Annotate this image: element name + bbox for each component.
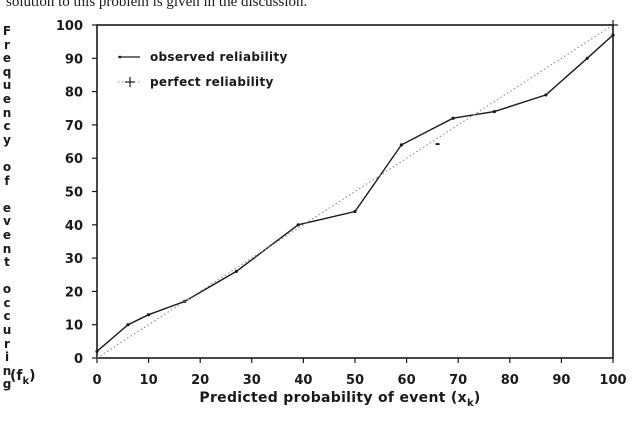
observed-point [451,116,455,120]
x-tick-label: 10 [140,373,158,388]
annotation-mark: - [435,137,440,152]
observed-point [147,313,151,317]
y-tick-label: 30 [65,252,83,267]
y-tick-label: 20 [65,285,83,300]
observed-point [353,209,357,214]
y-axis-label-char: i [4,350,10,365]
legend-perfect-label: perfect reliability [150,75,274,89]
x-tick-label: 60 [398,373,416,388]
y-axis-label-char: e [2,227,12,242]
x-tick-label: 90 [552,373,570,388]
y-tick-label: 80 [65,86,83,101]
x-tick-label: 50 [346,373,364,388]
y-axis-label-char: e [2,51,12,66]
y-axis-label-char: u [2,78,12,93]
y-axis-label-char: n [2,241,12,256]
legend-observed-swatch-dot [118,55,122,59]
observed-point [544,93,548,97]
observed-point [296,223,300,227]
y-tick-label: 50 [65,186,83,201]
y-axis-label-char: t [4,255,10,270]
y-tick-label: 60 [65,152,83,167]
y-axis-label-char: n [2,363,12,378]
caption-fragment: solution to this problem is given in the… [6,0,308,10]
y-axis-label-char: e [2,200,12,215]
observed-point [492,109,496,114]
x-tick-label: 70 [449,373,467,388]
y-tick-label: 40 [65,219,83,234]
observed-point [126,323,130,327]
observed-point [399,143,404,147]
y-axis-label-char: q [2,64,12,79]
x-axis-title-text: Predicted probability of event [199,390,451,406]
observed-point [95,349,99,353]
y-axis-label-char: y [3,132,11,147]
y-tick-label: 70 [65,119,83,134]
y-axis-label-char: F [2,24,12,38]
y-axis-label-char: c [3,309,11,324]
x-tick-label: 30 [243,373,261,388]
y-axis-label-char: r [4,336,10,351]
observed-point [585,56,589,60]
x-axis-title-close: ) [474,390,481,406]
y-tick-label: 90 [65,52,83,67]
observed-point [611,33,615,37]
y-axis-label-char: o [2,282,12,297]
y-axis-label-char: o [2,159,12,174]
y-axis-label-char: r [4,37,10,52]
y-axis-label-char: u [2,323,12,338]
x-tick-label: 40 [294,373,312,388]
y-axis-label-char: c [3,119,11,134]
y-tick-label: 100 [56,19,83,34]
x-tick-label: 80 [501,373,519,388]
y-axis-label-char: e [2,91,12,106]
x-axis-title: Predicted probability of event (xk) [199,390,480,409]
y-axis-label-char: g [2,377,12,392]
y-axis-label-char: f [4,173,10,188]
y-axis-symbol-text: (f [10,368,23,384]
y-axis-label-char: c [3,295,11,310]
observed-point [234,269,238,274]
y-axis-symbol-close: ) [29,368,36,384]
y-axis-label-char: v [3,214,11,229]
y-axis-symbol-sub: k [22,375,30,387]
y-axis-label-char: n [2,105,12,120]
x-axis-title-symbol: (x [451,390,467,406]
x-axis-title-sub: k [467,398,474,409]
x-tick-label: 0 [92,373,101,388]
x-tick-label: 20 [191,373,209,388]
y-tick-label: 10 [65,319,83,334]
x-tick-label: 100 [599,373,626,388]
legend-observed-label: observed reliability [150,50,288,64]
y-tick-label: 0 [74,352,83,367]
y-axis-symbol: (fk) [10,368,36,387]
